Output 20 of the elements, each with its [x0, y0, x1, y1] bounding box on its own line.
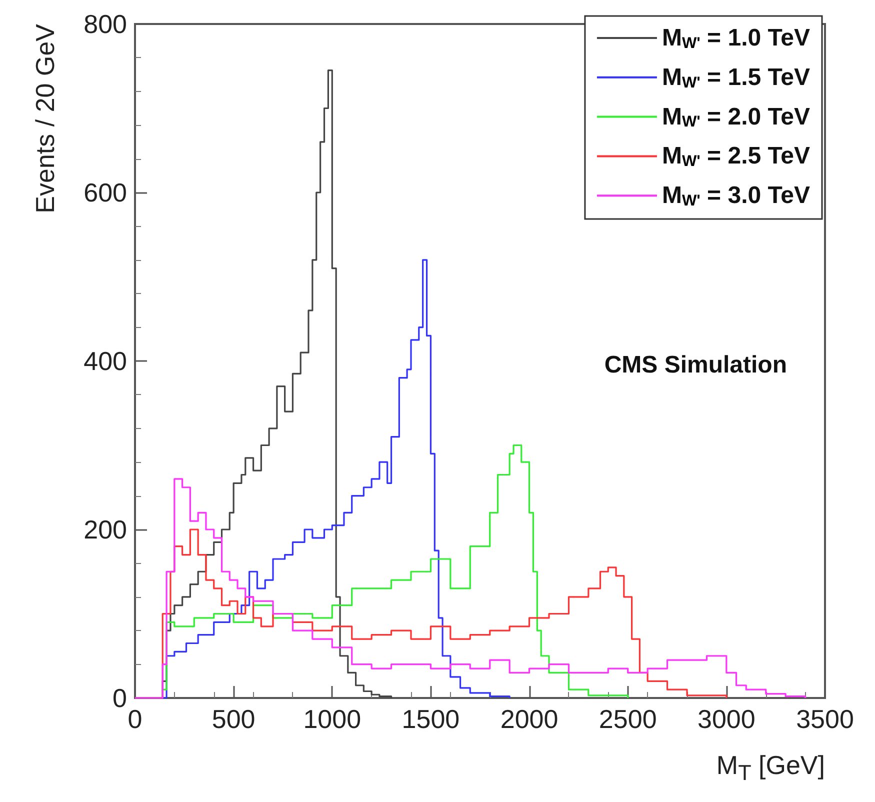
- x-tick-label: 3500: [796, 704, 854, 734]
- y-tick-label: 200: [84, 514, 127, 544]
- y-tick-label: 400: [84, 346, 127, 376]
- annotation: CMS Simulation: [604, 352, 787, 378]
- legend-label: MW' = 2.5 TeV: [662, 142, 810, 170]
- x-tick-label: 2000: [500, 704, 558, 734]
- x-tick-label: 2500: [598, 704, 657, 734]
- legend-label: MW' = 1.0 TeV: [662, 24, 810, 52]
- x-tick-label: 500: [212, 704, 256, 734]
- legend-label: MW' = 3.0 TeV: [662, 182, 810, 210]
- y-tick-label: 800: [84, 9, 127, 39]
- x-axis-title: M$_{T}$ [GeV]: [716, 750, 825, 786]
- y-axis-title: Events / 20 GeV: [30, 24, 61, 214]
- y-tick-label: 600: [84, 178, 127, 208]
- legend-label: MW' = 1.5 TeV: [662, 64, 810, 92]
- x-tick-label: 3000: [698, 704, 756, 734]
- x-tick-label: 1500: [402, 704, 460, 734]
- y-tick-label: 0: [112, 683, 127, 713]
- legend-label: MW' = 2.0 TeV: [662, 103, 810, 131]
- x-tick-label: 1000: [303, 704, 362, 734]
